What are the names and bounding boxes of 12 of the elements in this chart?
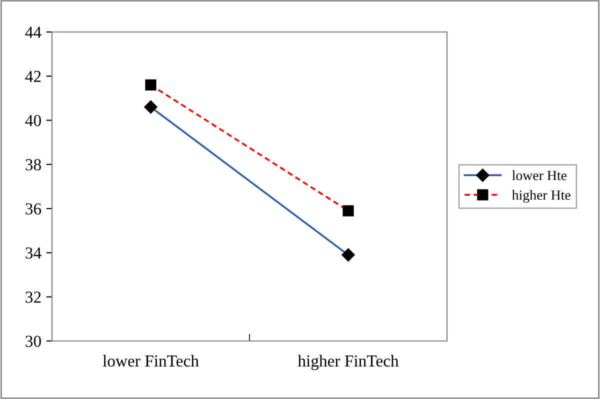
y-tick-label: 40 — [25, 114, 41, 126]
y-tick-label: 42 — [25, 70, 41, 82]
x-tick-label: higher FinTech — [298, 354, 399, 370]
legend-label: higher Hte — [512, 190, 570, 203]
y-tick-label: 38 — [26, 159, 41, 170]
y-tick-label: 44 — [25, 26, 42, 38]
x-tick-label: lower FinTech — [102, 354, 199, 367]
y-tick-label: 32 — [26, 292, 41, 303]
y-tick-label: 36 — [26, 203, 42, 215]
y-tick-label: 34 — [26, 247, 42, 259]
legend-label: lower Hte — [512, 170, 567, 180]
y-tick-label: 30 — [26, 336, 41, 347]
